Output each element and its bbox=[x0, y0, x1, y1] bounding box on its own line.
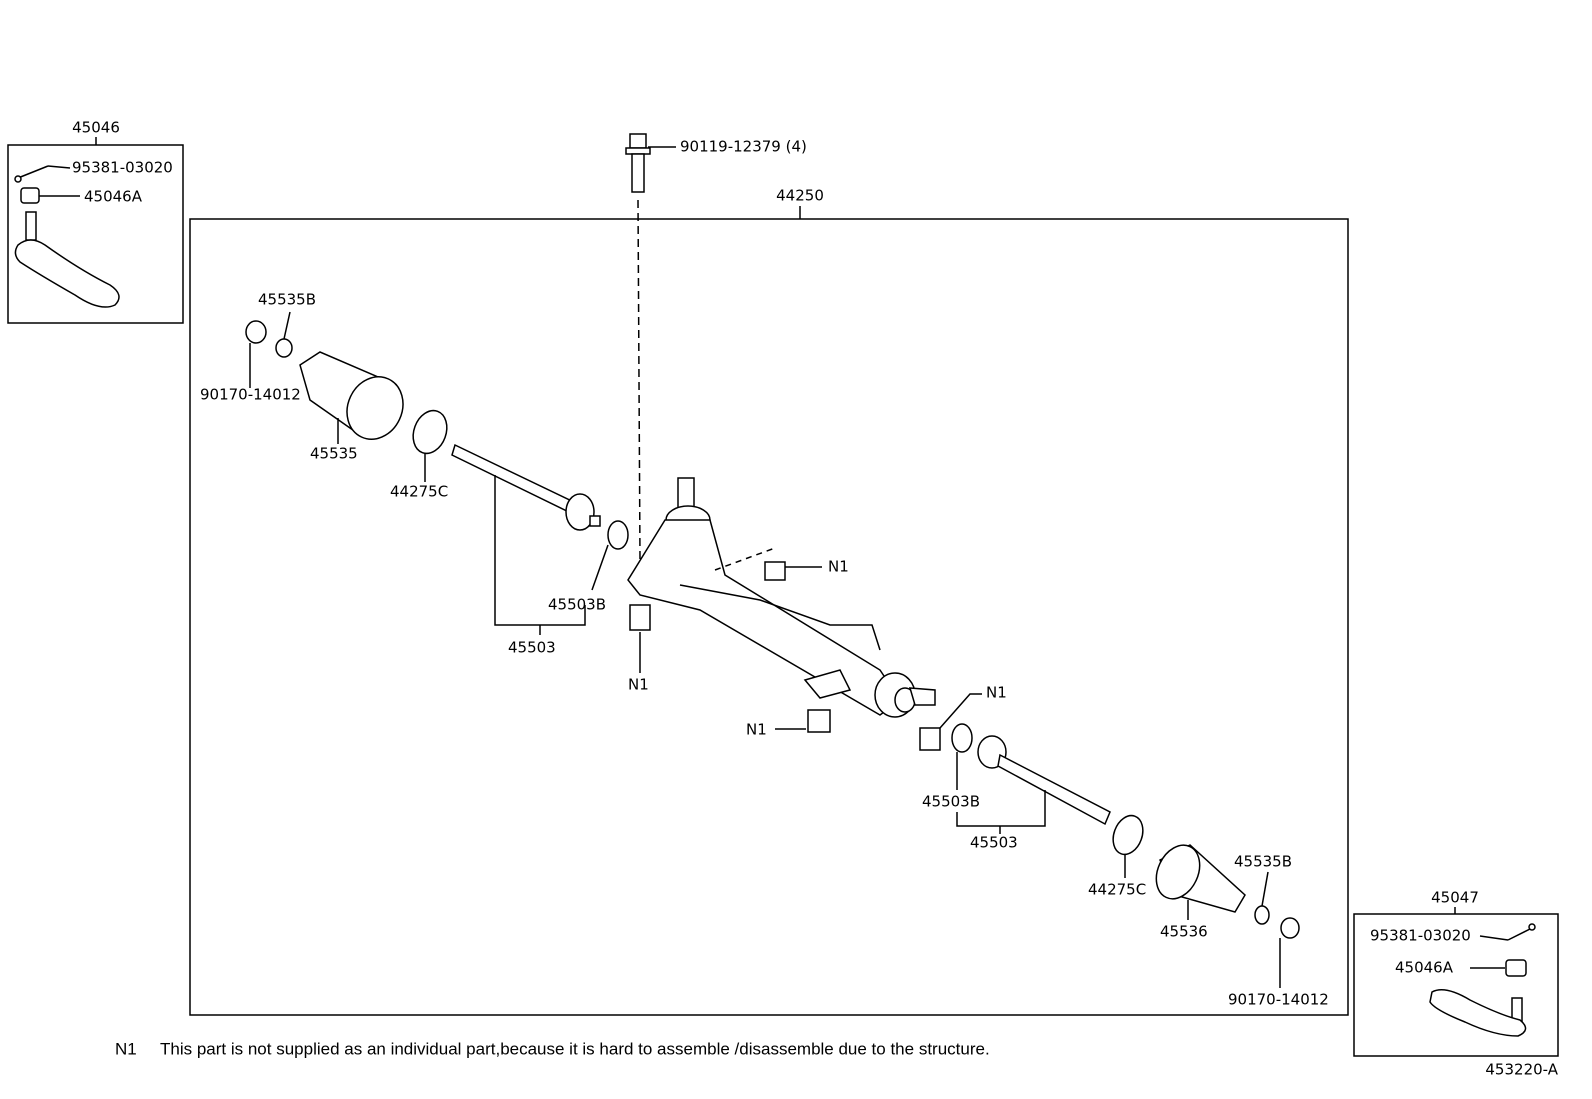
note-marker: N1 bbox=[746, 721, 767, 739]
right-parts bbox=[951, 723, 1300, 988]
part-number: 45046A bbox=[84, 188, 143, 206]
part-number: 45503B bbox=[548, 596, 606, 614]
part-number: 45535B bbox=[1234, 853, 1292, 871]
part-number: 45535 bbox=[310, 445, 358, 463]
part-number: 44275C bbox=[1088, 881, 1146, 899]
part-number: 45535B bbox=[258, 291, 316, 309]
note-marker: N1 bbox=[828, 558, 849, 576]
part-number: 95381-03020 bbox=[72, 159, 173, 177]
part-number: 44250 bbox=[776, 187, 824, 205]
footnote-text: This part is not supplied as an individu… bbox=[160, 1039, 990, 1058]
note-marker: N1 bbox=[628, 676, 649, 694]
tie-rod-end-right bbox=[1429, 923, 1536, 1037]
part-number: 45047 bbox=[1431, 889, 1479, 907]
gear-housing bbox=[627, 477, 982, 751]
bolt bbox=[625, 133, 676, 561]
right-box bbox=[1353, 913, 1559, 1057]
part-number: 45046A bbox=[1395, 959, 1454, 977]
part-number: 45503 bbox=[508, 639, 556, 657]
part-number: 90119-12379 (4) bbox=[680, 138, 807, 156]
tie-rod-end-left bbox=[14, 165, 120, 308]
part-number: 95381-03020 bbox=[1370, 927, 1471, 945]
main-box bbox=[189, 218, 1349, 1016]
part-number: 90170-14012 bbox=[200, 386, 301, 404]
part-number: 90170-14012 bbox=[1228, 991, 1329, 1009]
note-marker: N1 bbox=[986, 684, 1007, 702]
footnote-marker: N1 bbox=[115, 1039, 137, 1058]
part-number: 45503 bbox=[970, 834, 1018, 852]
part-number: 44275C bbox=[390, 483, 448, 501]
part-number: 45046 bbox=[72, 119, 120, 137]
left-parts bbox=[245, 311, 629, 635]
part-number: 45503B bbox=[922, 793, 980, 811]
figure-id: 453220-A bbox=[1485, 1061, 1558, 1079]
part-number: 45536 bbox=[1160, 923, 1208, 941]
